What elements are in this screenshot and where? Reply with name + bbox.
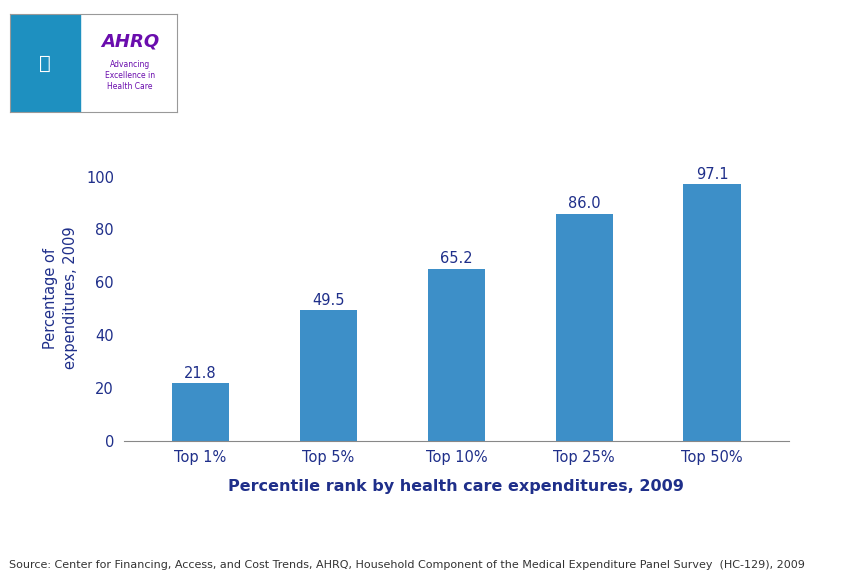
Bar bbox=[171, 383, 229, 441]
Text: Source: Center for Financing, Access, and Cost Trends, AHRQ, Household Component: Source: Center for Financing, Access, an… bbox=[9, 560, 803, 570]
Text: 65.2: 65.2 bbox=[440, 251, 472, 267]
Bar bbox=[299, 310, 357, 441]
Text: 21.8: 21.8 bbox=[184, 366, 216, 381]
Text: 49.5: 49.5 bbox=[312, 293, 344, 308]
Bar bbox=[427, 268, 485, 441]
Y-axis label: Percentage of
expenditures, 2009: Percentage of expenditures, 2009 bbox=[43, 227, 78, 369]
Bar bbox=[682, 184, 740, 441]
Bar bbox=[555, 214, 613, 441]
Text: Advancing
Excellence in
Health Care: Advancing Excellence in Health Care bbox=[105, 59, 155, 90]
Text: 97.1: 97.1 bbox=[695, 167, 728, 182]
Text: AHRQ: AHRQ bbox=[101, 33, 158, 51]
Text: 86.0: 86.0 bbox=[567, 196, 600, 211]
Bar bbox=[10, 14, 80, 112]
Text: 🦅: 🦅 bbox=[39, 54, 51, 73]
Text: Figure 1. Concentration of health care expenditures,
U.S. civilian noninstitutio: Figure 1. Concentration of health care e… bbox=[245, 204, 778, 247]
Text: Percentile rank by health care expenditures, 2009: Percentile rank by health care expenditu… bbox=[228, 479, 683, 494]
